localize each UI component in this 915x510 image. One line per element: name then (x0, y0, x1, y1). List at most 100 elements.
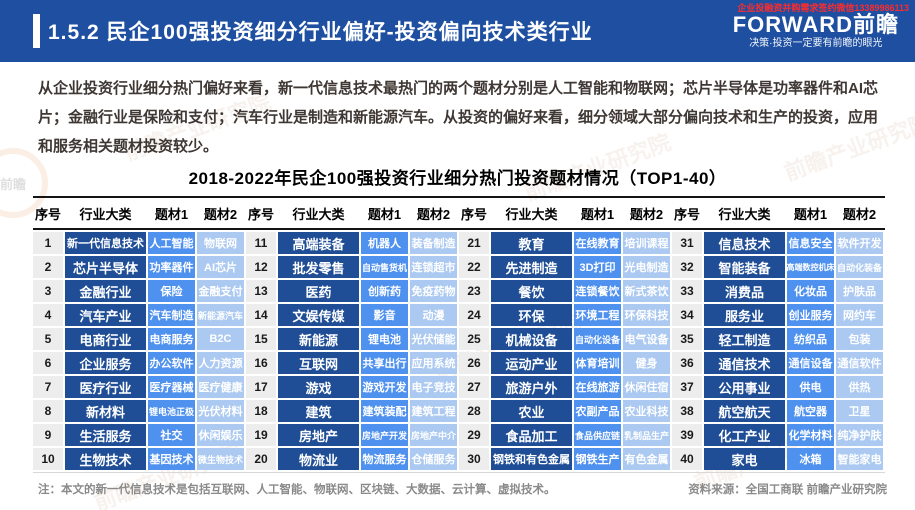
footnote: 注：本文的新一代信息技术是包括互联网、人工智能、物联网、区块链、大数据、云计算、… (38, 484, 556, 496)
cell-theme2: 农业科技 (623, 400, 670, 422)
cell-theme1: 锂电池 (361, 328, 408, 350)
cell-theme1: 机器人 (361, 232, 408, 254)
cell-category: 新能源 (278, 328, 359, 350)
cell-theme2: 自动化装备 (836, 256, 883, 278)
cell-theme2: 应用系统 (410, 352, 457, 374)
cell-theme1: 环境工程 (574, 304, 621, 326)
cell-theme1: 创业服务 (787, 304, 834, 326)
column-header-theme1: 题材1 (154, 206, 189, 222)
cell-theme2: 纯净护肤 (836, 424, 883, 446)
cell-no: 37 (672, 376, 702, 398)
cell-category: 农业 (491, 400, 572, 422)
cell-theme1: 共享出行 (361, 352, 408, 374)
cell-category: 高端装备 (278, 232, 359, 254)
column-header-category: 行业大类 (505, 206, 558, 222)
cell-no: 13 (246, 280, 276, 302)
title-accent-bar (33, 14, 40, 48)
cell-theme2: 乳制品生产 (623, 424, 670, 446)
cell-no: 8 (33, 400, 63, 422)
cell-theme2: 休闲住宿 (623, 376, 670, 398)
cell-theme2: 房地产中介 (410, 424, 457, 446)
cell-theme2: 休闲娱乐 (197, 424, 244, 446)
cell-no: 21 (459, 232, 489, 254)
cell-theme2: 护肤品 (836, 280, 883, 302)
cell-no: 28 (459, 400, 489, 422)
cell-category: 智能装备 (704, 256, 785, 278)
cell-theme1: 办公软件 (148, 352, 195, 374)
cell-category: 医药 (278, 280, 359, 302)
cell-theme1: 信息安全 (787, 232, 834, 254)
cell-category: 房地产 (278, 424, 359, 446)
logo-wordmark: FORWARD前瞻 (732, 12, 899, 37)
cell-category: 物流业 (278, 448, 359, 470)
cell-category: 化工产业 (704, 424, 785, 446)
cell-theme1: 钢铁生产 (574, 448, 621, 470)
cell-category: 新材料 (65, 400, 146, 422)
cell-theme2: 卫星 (836, 400, 883, 422)
column-header-theme2: 题材2 (629, 206, 664, 222)
cell-theme2: 电子竞技 (410, 376, 457, 398)
cell-no: 6 (33, 352, 63, 374)
cell-category: 新一代信息技术 (65, 232, 146, 254)
cell-theme2: 新能源汽车 (197, 304, 244, 326)
cell-no: 15 (246, 328, 276, 350)
cell-theme1: 化妆品 (787, 280, 834, 302)
cell-theme1: 食品供应链 (574, 424, 621, 446)
cell-no: 2 (33, 256, 63, 278)
cell-no: 17 (246, 376, 276, 398)
column-header-no: 序号 (460, 206, 487, 222)
cell-category: 芯片半导体 (65, 256, 146, 278)
cell-theme2: 连锁超市 (410, 256, 457, 278)
body-paragraph: 从企业投资行业细分热门偏好来看，新一代信息技术最热门的两个题材分别是人工智能和物… (38, 80, 879, 155)
cell-no: 19 (246, 424, 276, 446)
column-header-category: 行业大类 (79, 206, 132, 222)
cell-no: 29 (459, 424, 489, 446)
cell-category: 企业服务 (65, 352, 146, 374)
cell-theme2: AI芯片 (197, 256, 244, 278)
cell-theme2: 光伏材料 (197, 400, 244, 422)
cell-category: 医疗行业 (65, 376, 146, 398)
column-header-theme2: 题材2 (842, 206, 877, 222)
cell-no: 34 (672, 304, 702, 326)
cell-category: 消费品 (704, 280, 785, 302)
cell-no: 16 (246, 352, 276, 374)
cell-category: 游戏 (278, 376, 359, 398)
cell-theme1: 锂电池正极 (148, 400, 195, 422)
column-header-category: 行业大类 (292, 206, 345, 222)
cell-no: 9 (33, 424, 63, 446)
cell-theme1: 功率器件 (148, 256, 195, 278)
cell-theme1: 航空器 (787, 400, 834, 422)
cell-theme2: B2C (197, 328, 244, 350)
cell-theme1: 供电 (787, 376, 834, 398)
column-header-category: 行业大类 (718, 206, 771, 222)
slide-title: 1.5.2 民企100强投资细分行业偏好-投资偏向技术类行业 (48, 21, 593, 44)
cell-category: 机械设备 (491, 328, 572, 350)
cell-no: 22 (459, 256, 489, 278)
cell-theme2: 仓储服务 (410, 448, 457, 470)
column-header-no: 序号 (673, 206, 700, 222)
industry-theme-table: 序号 行业大类 题材1 题材2 序号 行业大类 题材1 题材2 序号 行业大类 题材1 题材2 序号 行业… (33, 196, 885, 473)
cell-theme2: 智能家电 (836, 448, 883, 470)
cell-theme2: 医疗健康 (197, 376, 244, 398)
cell-theme2: 微生物技术 (197, 448, 244, 470)
column-header-theme2: 题材2 (203, 206, 238, 222)
cell-category: 旅游户外 (491, 376, 572, 398)
cell-no: 33 (672, 280, 702, 302)
cell-theme1: 影音 (361, 304, 408, 326)
cell-theme1: 房地产开发 (361, 424, 408, 446)
cell-category: 家电 (704, 448, 785, 470)
cell-no: 5 (33, 328, 63, 350)
column-header-theme1: 题材1 (367, 206, 402, 222)
cell-category: 轻工制造 (704, 328, 785, 350)
cell-theme2: 有色金属 (623, 448, 670, 470)
cell-no: 20 (246, 448, 276, 470)
cell-no: 1 (33, 232, 63, 254)
cell-no: 27 (459, 376, 489, 398)
cell-no: 35 (672, 328, 702, 350)
cell-no: 7 (33, 376, 63, 398)
column-header-no: 序号 (34, 206, 61, 222)
data-source: 资料来源：全国工商联 前瞻产业研究院 (688, 484, 887, 496)
cell-theme2: 免疫药物 (410, 280, 457, 302)
cell-theme2: 光伏储能 (410, 328, 457, 350)
logo-tagline: 决策·投资一定要有前瞻的眼光 (749, 38, 883, 49)
